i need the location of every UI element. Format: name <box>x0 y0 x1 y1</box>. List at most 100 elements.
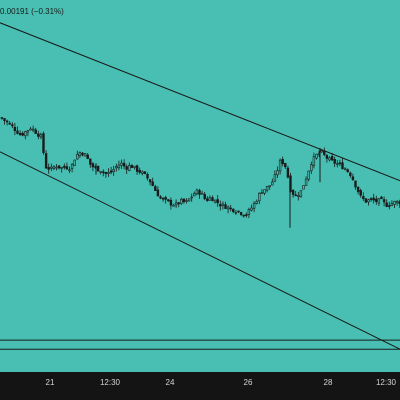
candle <box>138 167 141 175</box>
candle <box>312 152 316 169</box>
candle <box>60 166 63 173</box>
candle <box>91 162 95 172</box>
candle <box>70 163 74 173</box>
candle <box>117 160 121 171</box>
candle <box>224 201 227 209</box>
candle <box>102 169 105 177</box>
candle <box>341 158 344 170</box>
candle <box>377 198 381 206</box>
candle <box>346 168 349 173</box>
candle <box>297 191 300 201</box>
candle <box>323 147 326 157</box>
candle <box>104 171 108 178</box>
candle <box>169 197 173 210</box>
candle <box>151 177 154 187</box>
candle <box>26 130 30 137</box>
candle <box>203 192 206 201</box>
candle <box>50 163 53 172</box>
candle <box>310 161 313 174</box>
candle <box>237 210 240 213</box>
candle <box>284 162 287 169</box>
candle <box>55 163 58 171</box>
candle <box>24 130 27 140</box>
x-tick-label: 12:30 <box>100 378 121 387</box>
candle <box>385 199 388 208</box>
candle <box>206 196 209 202</box>
candle <box>112 165 115 176</box>
candle <box>395 200 399 206</box>
trendlines <box>0 22 400 350</box>
candle <box>351 173 355 181</box>
candle <box>302 185 305 190</box>
candle <box>216 195 219 207</box>
candle <box>182 198 186 204</box>
candle <box>185 198 188 204</box>
candle <box>364 198 368 203</box>
candle <box>107 168 110 177</box>
candle <box>57 165 61 170</box>
candle <box>388 201 391 210</box>
candle <box>42 131 45 155</box>
candle <box>125 164 128 174</box>
candle <box>393 200 396 209</box>
plot-background <box>0 0 400 372</box>
candle <box>3 118 6 125</box>
candle <box>255 199 258 205</box>
candle <box>135 164 139 175</box>
candle <box>390 200 394 207</box>
candle <box>200 190 204 195</box>
candle <box>133 165 136 170</box>
candle <box>362 192 365 202</box>
candle <box>96 165 100 172</box>
candle <box>177 202 180 208</box>
time-axis-strip <box>0 372 400 400</box>
candle <box>34 127 37 134</box>
candle <box>343 167 347 171</box>
candle <box>382 196 386 207</box>
candle <box>141 170 144 176</box>
candle <box>242 214 245 218</box>
candle <box>146 172 149 181</box>
candle <box>380 195 383 200</box>
candle <box>307 170 310 182</box>
candle <box>99 171 102 175</box>
candle <box>187 198 191 202</box>
candle <box>211 195 214 202</box>
candle <box>219 200 222 211</box>
candle <box>167 199 170 202</box>
candle <box>172 203 175 207</box>
x-tick-label: 12:30 <box>376 378 397 387</box>
candle <box>320 149 323 153</box>
candle <box>213 199 217 204</box>
candle <box>268 185 271 190</box>
candle <box>263 189 266 196</box>
candle <box>208 195 212 201</box>
lower-trendline[interactable] <box>0 151 400 350</box>
candle <box>65 162 69 171</box>
horizontal-levels <box>0 339 400 350</box>
candle <box>328 156 331 162</box>
candle <box>286 165 290 179</box>
candle <box>128 162 131 172</box>
candle <box>234 210 238 215</box>
candle <box>198 188 201 199</box>
candle <box>89 158 92 168</box>
candle <box>193 191 196 197</box>
upper-trendline[interactable] <box>0 22 400 182</box>
candle <box>21 131 24 137</box>
candle <box>372 193 375 204</box>
candle <box>154 184 157 191</box>
candle <box>349 171 352 178</box>
candle <box>276 166 279 178</box>
candle <box>78 151 82 158</box>
x-tick-label: 26 <box>244 378 253 387</box>
candle <box>354 180 357 190</box>
candle <box>130 163 134 168</box>
candle <box>37 130 40 140</box>
candle <box>226 205 230 214</box>
candle <box>239 211 243 217</box>
candle <box>44 150 48 169</box>
candle <box>52 165 56 171</box>
candle <box>8 120 11 125</box>
